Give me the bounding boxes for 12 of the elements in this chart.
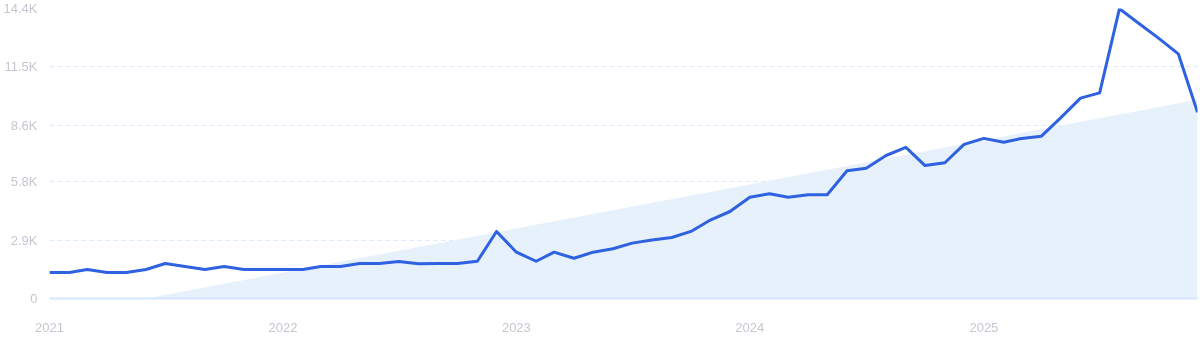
x-tick-label: 2025 xyxy=(969,319,999,335)
line-series xyxy=(49,8,1198,275)
y-tick-label: 0 xyxy=(30,291,38,306)
x-tick-label: 2022 xyxy=(268,319,298,335)
x-tick-label: 2021 xyxy=(35,319,64,335)
y-tick-label: 2.9K xyxy=(10,232,38,248)
x-tick-label: 2023 xyxy=(501,319,531,335)
x-tick-label: 2024 xyxy=(735,319,765,335)
y-tick-label: 11.5K xyxy=(4,59,38,75)
y-tick-label: 5.8K xyxy=(10,174,38,190)
y-tick-label: 14.4K xyxy=(3,1,38,16)
y-tick-label: 8.6K xyxy=(10,117,38,133)
